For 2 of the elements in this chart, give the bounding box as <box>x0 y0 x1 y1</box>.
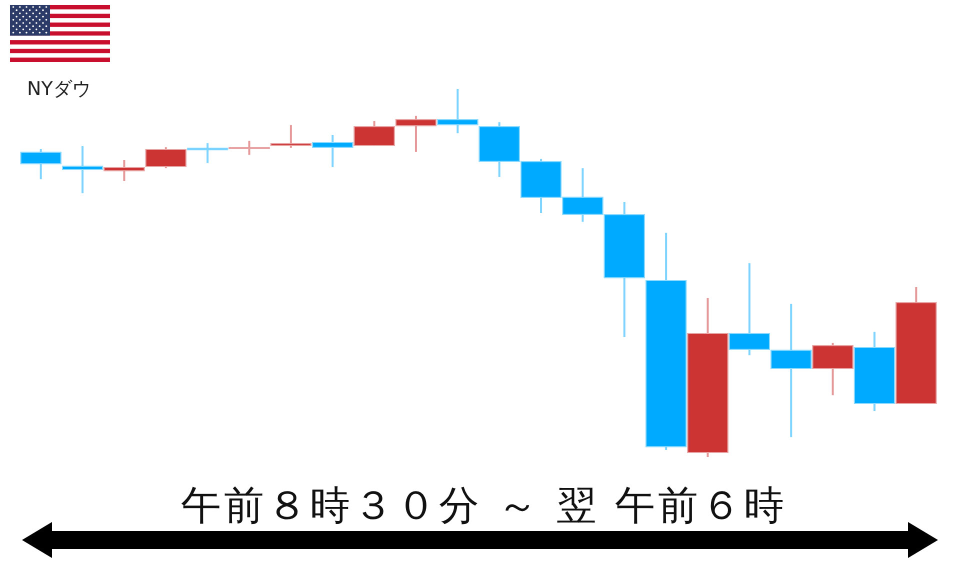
x-axis-title: 午前８時３０分 ～ 翌 午前６時 <box>180 482 788 531</box>
chart-title: NYダウ <box>27 77 91 102</box>
